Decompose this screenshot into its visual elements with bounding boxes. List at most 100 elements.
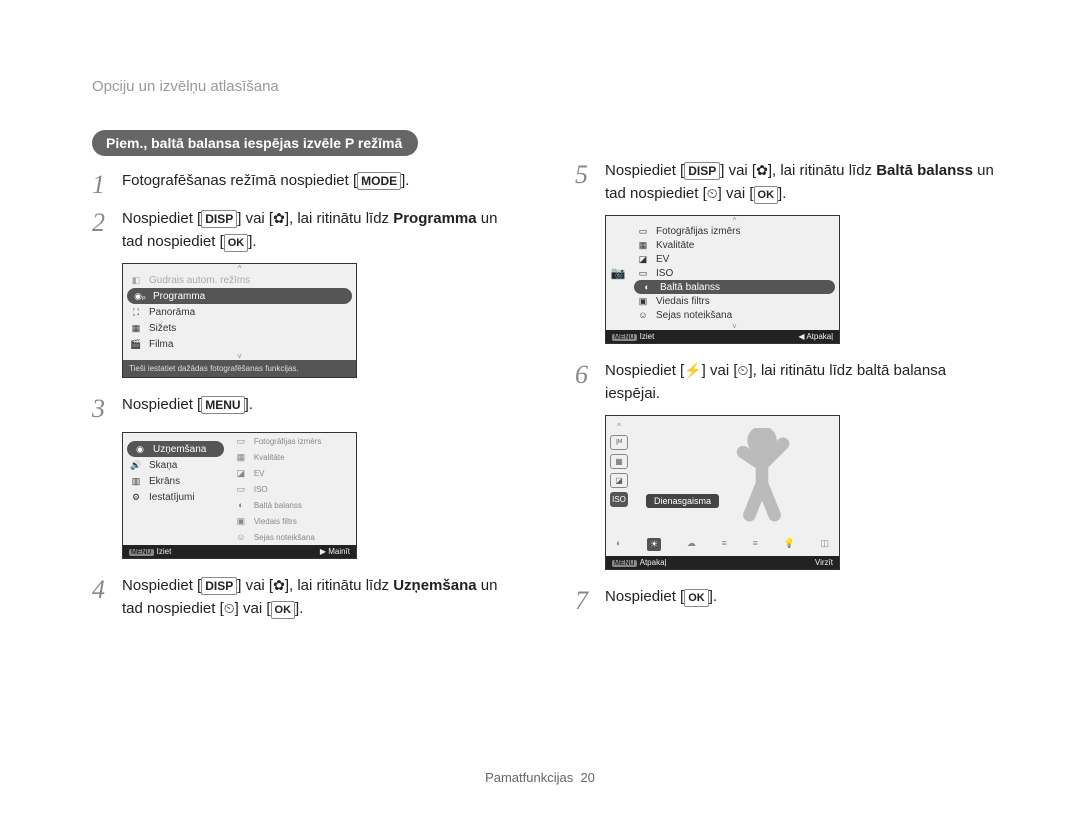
menu-item: ◧Gudrais autom. režīms xyxy=(123,272,356,288)
step-number: 2 xyxy=(92,208,122,253)
label: Uzņemšana xyxy=(153,444,206,455)
timer-icon: ⏲ xyxy=(738,362,749,378)
step-number: 1 xyxy=(92,170,122,198)
macro-icon: ✿ xyxy=(273,577,285,593)
step-text: Nospiediet [OK]. xyxy=(605,586,717,614)
text: Nospiediet [ xyxy=(122,396,201,413)
label: Iestatījumi xyxy=(149,492,195,503)
camera-icon: 📷 xyxy=(611,266,626,280)
menu-tag: MENU xyxy=(612,560,637,567)
smart-icon: ◧ xyxy=(129,274,143,286)
bold-text: Baltā balanss xyxy=(876,162,973,179)
timer-icon: ⏲ xyxy=(224,600,235,616)
text: ] vai [ xyxy=(237,577,273,594)
page-number: 20 xyxy=(580,770,594,785)
label: Sejas noteikšana xyxy=(254,533,315,542)
step-3: 3 Nospiediet [MENU]. xyxy=(92,394,515,422)
step-number: 3 xyxy=(92,394,122,422)
label: Viedais filtrs xyxy=(254,517,297,526)
step-6: 6 Nospiediet [⚡] vai [⏲], lai ritinātu l… xyxy=(575,360,998,405)
wb-tungsten-icon: 💡 xyxy=(784,538,795,551)
submenu-item: ☺ Sejas noteikšana xyxy=(630,308,839,322)
menu-button-label: MENU xyxy=(201,396,244,414)
text: ] vai [ xyxy=(702,362,738,379)
disp-button-label: DISP xyxy=(201,210,237,228)
text: ]. xyxy=(401,172,409,189)
section-name: Pamatfunkcijas xyxy=(485,770,573,785)
wb-icon-strip: ◐ ☀ ☁ ≡ ≡ 💡 ◫ xyxy=(616,538,829,551)
text: ]. xyxy=(709,588,717,605)
wb-auto-icon: ◐ xyxy=(616,538,621,551)
flash-icon: ⚡ xyxy=(684,362,701,378)
settings-icon: ⚙ xyxy=(129,491,143,503)
submenu-item: ▣Viedais filtrs xyxy=(630,294,839,308)
menu-tag: MENU xyxy=(612,334,637,341)
face-icon: ☺ xyxy=(636,309,650,321)
left-column: Piem., baltā balansa iespējas izvēle P r… xyxy=(92,130,515,630)
side-icons: ^ Iᴹ ▦ ◪ ISO xyxy=(610,422,628,507)
disp-button-label: DISP xyxy=(201,577,237,595)
silhouette-icon xyxy=(707,428,817,533)
text: ], lai ritinātu līdz xyxy=(285,577,393,594)
menu-item: ⛶Panorāma xyxy=(123,304,356,320)
label: Panorāma xyxy=(149,307,195,318)
label: Iziet xyxy=(157,547,172,556)
text: Nospiediet [ xyxy=(605,162,684,179)
label: Sižets xyxy=(149,323,176,334)
ok-button-label: OK xyxy=(271,601,296,619)
macro-icon: ✿ xyxy=(756,162,768,178)
submenu-item: ☺ Sejas noteikšana xyxy=(228,529,356,545)
wb-icon: ◐ xyxy=(234,499,248,511)
text: ] vai [ xyxy=(235,600,271,617)
face-icon: ☺ xyxy=(234,531,248,543)
ev-icon: ◪ xyxy=(610,473,628,488)
movie-icon: 🎬 xyxy=(129,338,143,350)
iso-icon: ISO xyxy=(610,492,628,507)
scene-icon: ▦ xyxy=(129,322,143,334)
text: Nospiediet [ xyxy=(122,577,201,594)
text: ] vai [ xyxy=(237,210,273,227)
macro-icon: ✿ xyxy=(273,210,285,226)
submenu-item: ▦Kvalitāte xyxy=(630,238,839,252)
submenu-item: ◐Baltā balanss xyxy=(228,497,356,513)
label: Sejas noteikšana xyxy=(656,310,732,321)
wb-cloudy-icon: ☁ xyxy=(687,538,696,551)
quality-icon: ▦ xyxy=(234,451,248,463)
step-number: 4 xyxy=(92,575,122,620)
menu-item: ▥Ekrāns xyxy=(123,473,228,489)
submenu-item: ▭ISO xyxy=(630,266,839,280)
step-number: 7 xyxy=(575,586,605,614)
sound-icon: 🔊 xyxy=(129,459,143,471)
wb-fluorescent-h-icon: ≡ xyxy=(722,538,727,551)
wb-daylight-icon: ☀ xyxy=(647,538,661,551)
menu-item-selected: ◉ₚProgramma xyxy=(127,288,352,304)
menu-tag: MENU xyxy=(129,549,154,556)
submenu-item: ◪EV xyxy=(228,465,356,481)
submenu-item: ◪EV xyxy=(630,252,839,266)
label: Ekrāns xyxy=(149,476,180,487)
disp-button-label: DISP xyxy=(684,162,720,180)
label: EV xyxy=(656,254,669,265)
submenu-item: ▭Fotogrāfijas izmērs xyxy=(228,433,356,449)
label: Skaņa xyxy=(149,460,177,471)
bold-text: Uzņemšana xyxy=(393,577,476,594)
ok-button-label: OK xyxy=(684,589,709,607)
screenshot-footer: MENUAtpakaļ Virzīt xyxy=(606,556,839,569)
text: ] vai [ xyxy=(718,185,754,202)
filter-icon: ▣ xyxy=(636,295,650,307)
wb-menu-screenshot: 📷 ^ ▭Fotogrāfijas izmērs ▦Kvalitāte ◪EV … xyxy=(605,215,840,344)
content-area: Piem., baltā balansa iespējas izvēle P r… xyxy=(92,130,998,630)
step-1: 1 Fotografēšanas režīmā nospiediet [MODE… xyxy=(92,170,515,198)
program-icon: ◉ₚ xyxy=(133,290,147,302)
menu-item-selected: ◉Uzņemšana xyxy=(127,441,224,457)
text: ]. xyxy=(245,396,253,413)
wb-icon: ◐ xyxy=(640,281,654,293)
step-4: 4 Nospiediet [DISP] vai [✿], lai ritināt… xyxy=(92,575,515,620)
size-icon: ▭ xyxy=(636,225,650,237)
text: ], lai ritinātu līdz xyxy=(285,210,393,227)
submenu-item: ▦Kvalitāte xyxy=(228,449,356,465)
step-2: 2 Nospiediet [DISP] vai [✿], lai ritināt… xyxy=(92,208,515,253)
label: ISO xyxy=(254,485,268,494)
label: Virzīt xyxy=(815,558,833,567)
screenshot-footer: MENUIziet ▶ Mainīt xyxy=(123,545,356,558)
